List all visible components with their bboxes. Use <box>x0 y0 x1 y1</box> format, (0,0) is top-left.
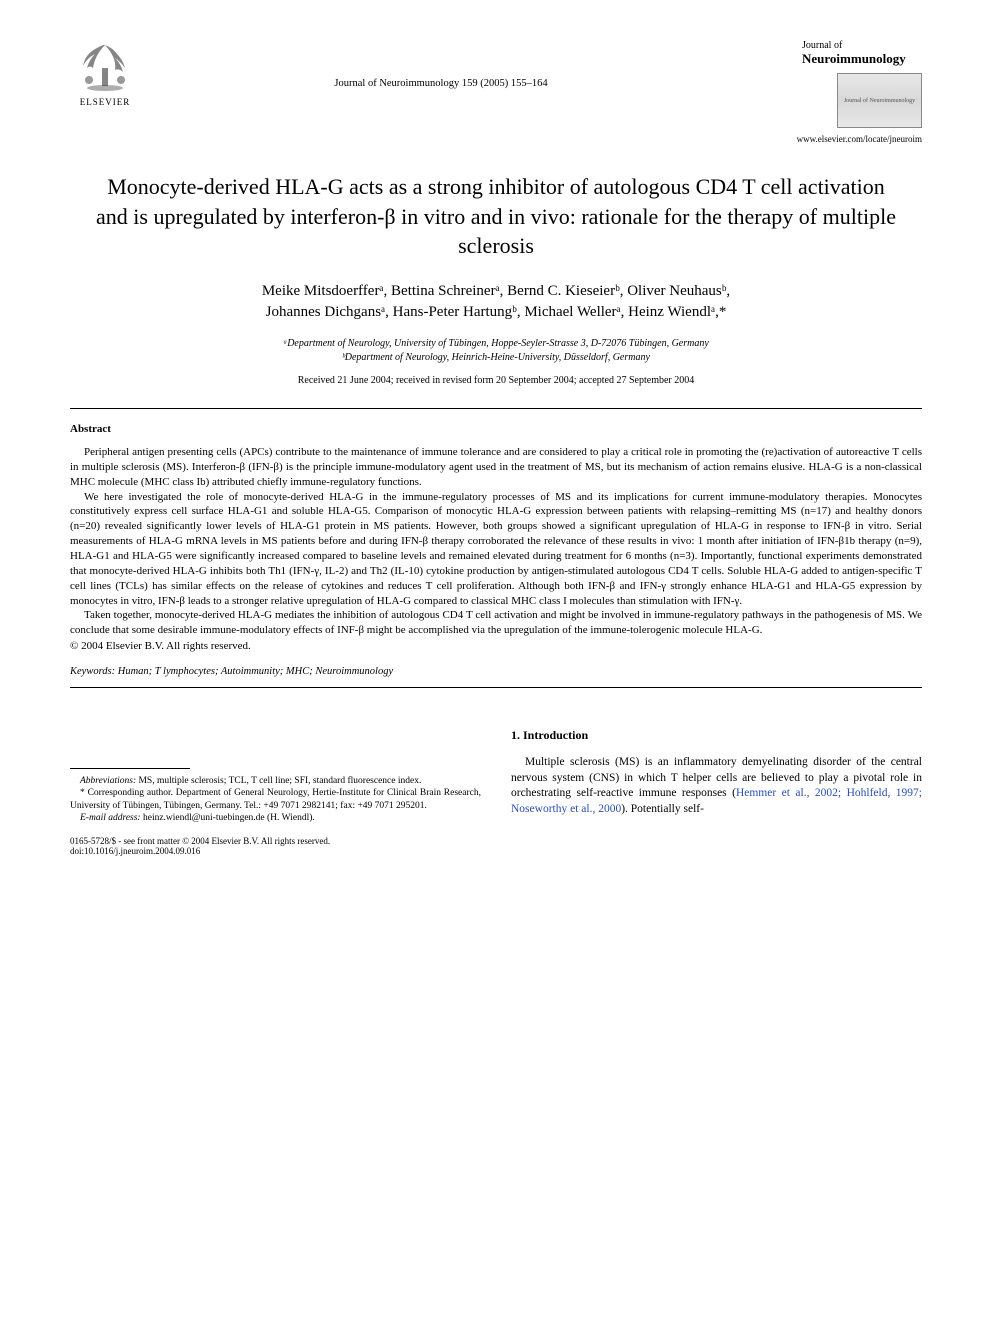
email-text: heinz.wiendl@uni-tuebingen.de (H. Wiendl… <box>141 813 315 823</box>
affiliation-a: ᵃDepartment of Neurology, University of … <box>70 337 922 351</box>
abstract-p1: Peripheral antigen presenting cells (APC… <box>70 445 922 490</box>
abstract-heading: Abstract <box>70 423 922 435</box>
lower-columns: Abbreviations: MS, multiple sclerosis; T… <box>70 728 922 856</box>
keywords-text: Human; T lymphocytes; Autoimmunity; MHC;… <box>115 666 393 677</box>
publisher-name: ELSEVIER <box>80 97 131 107</box>
affiliations: ᵃDepartment of Neurology, University of … <box>70 337 922 365</box>
affiliation-b: ᵇDepartment of Neurology, Heinrich-Heine… <box>70 351 922 365</box>
left-column: Abbreviations: MS, multiple sclerosis; T… <box>70 728 481 856</box>
journal-cover-thumbnail: Journal of Neuroimmunology <box>837 73 922 128</box>
copyright-line-2: doi:10.1016/j.jneuroim.2004.09.016 <box>70 846 481 856</box>
footnote-abbreviations: Abbreviations: MS, multiple sclerosis; T… <box>70 775 481 787</box>
abstract-copyright: © 2004 Elsevier B.V. All rights reserved… <box>70 640 922 652</box>
elsevier-tree-icon <box>75 40 135 95</box>
journal-label: Journal of <box>742 40 922 51</box>
keywords-label: Keywords: <box>70 666 115 677</box>
footnote-corresponding: * Corresponding author. Department of Ge… <box>70 787 481 812</box>
email-label: E-mail address: <box>80 813 141 823</box>
section-rule-2 <box>70 687 922 688</box>
introduction-heading: 1. Introduction <box>511 728 922 743</box>
footnote-email: E-mail address: heinz.wiendl@uni-tuebing… <box>70 812 481 824</box>
keywords: Keywords: Human; T lymphocytes; Autoimmu… <box>70 666 922 677</box>
author-list: Meike Mitsdoerfferᵃ, Bettina Schreinerᵃ,… <box>100 281 892 323</box>
abstract-p3: Taken together, monocyte-derived HLA-G m… <box>70 608 922 638</box>
footnotes: Abbreviations: MS, multiple sclerosis; T… <box>70 775 481 824</box>
article-dates: Received 21 June 2004; received in revis… <box>70 375 922 386</box>
journal-name: Neuroimmunology <box>742 51 922 67</box>
journal-url: www.elsevier.com/locate/jneuroim <box>742 134 922 144</box>
page-header: ELSEVIER Journal of Neuroimmunology 159 … <box>70 40 922 144</box>
journal-branding: Journal of Neuroimmunology Journal of Ne… <box>742 40 922 144</box>
journal-reference: Journal of Neuroimmunology 159 (2005) 15… <box>140 40 742 89</box>
abstract-body: Peripheral antigen presenting cells (APC… <box>70 445 922 638</box>
copyright-footer: 0165-5728/$ - see front matter © 2004 El… <box>70 836 481 856</box>
abbr-text: MS, multiple sclerosis; TCL, T cell line… <box>136 776 421 786</box>
abbr-label: Abbreviations: <box>80 776 136 786</box>
authors-line-2: Johannes Dichgansᵃ, Hans-Peter Hartungᵇ,… <box>266 304 727 320</box>
abstract-p2: We here investigated the role of monocyt… <box>70 490 922 609</box>
copyright-line-1: 0165-5728/$ - see front matter © 2004 El… <box>70 836 481 846</box>
publisher-logo: ELSEVIER <box>70 40 140 118</box>
introduction-body: Multiple sclerosis (MS) is an inflammato… <box>511 755 922 817</box>
section-rule <box>70 408 922 409</box>
right-column: 1. Introduction Multiple sclerosis (MS) … <box>511 728 922 856</box>
authors-line-1: Meike Mitsdoerfferᵃ, Bettina Schreinerᵃ,… <box>262 283 730 299</box>
footnotes-rule <box>70 768 190 769</box>
intro-post: ). Potentially self- <box>621 803 704 815</box>
article-title: Monocyte-derived HLA-G acts as a strong … <box>90 172 902 261</box>
